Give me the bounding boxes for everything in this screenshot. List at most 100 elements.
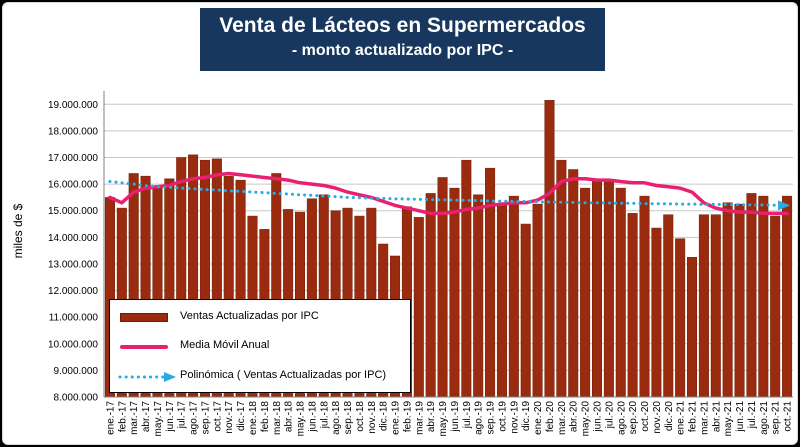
chart-subtitle: - monto actualizado por IPC - (291, 42, 514, 59)
x-tick-label: ene.-17 (105, 401, 116, 435)
y-tick-label: 19.000.000 (48, 100, 98, 111)
y-tick-label: 17.000.000 (48, 153, 98, 164)
x-tick-label: may.-19 (438, 401, 449, 437)
x-tick-label: feb.-17 (117, 401, 128, 433)
legend: Ventas Actualizadas por IPC Media Móvil … (109, 299, 411, 393)
x-tick-label: may.-21 (723, 401, 734, 437)
legend-label-trend: Polinómica ( Ventas Actualizadas por IPC… (180, 369, 387, 381)
bar (449, 187, 460, 398)
x-tick-label: feb.-21 (688, 401, 699, 433)
x-tick-label: ago.-20 (616, 401, 627, 435)
x-tick-label: sep.-18 (343, 401, 354, 435)
legend-label-moving-average: Media Móvil Anual (180, 339, 270, 351)
x-tick-label: jul.-17 (177, 401, 188, 430)
bar (425, 193, 436, 398)
x-tick-label: nov.-17 (224, 401, 235, 434)
bar (591, 179, 602, 398)
y-tick-label: 16.000.000 (48, 180, 98, 191)
x-tick-label: oct.-18 (355, 401, 366, 432)
title-banner: Venta de Lácteos en Supermercados - mont… (200, 8, 605, 71)
x-tick-label: feb.-19 (402, 401, 413, 433)
x-tick-label: jul.-21 (747, 401, 758, 430)
bar (782, 195, 793, 398)
x-tick-label: ene.-21 (676, 401, 687, 435)
bar (687, 257, 698, 398)
y-tick-label: 9.000.000 (54, 366, 99, 377)
bar (485, 167, 496, 398)
trend-arrowhead (778, 200, 791, 211)
x-tick-label: dic.-19 (521, 401, 532, 431)
x-tick-label: jun.-20 (593, 401, 604, 433)
bar (556, 159, 567, 398)
x-tick-label: jun.-18 (307, 401, 318, 433)
x-tick-label: ago.-18 (331, 401, 342, 435)
x-tick-label: mar.-17 (129, 401, 140, 435)
legend-item-trend: Polinómica ( Ventas Actualizadas por IPC… (110, 366, 410, 386)
x-tick-label: abr.-17 (141, 401, 152, 433)
x-tick-label: nov.-19 (509, 401, 520, 434)
legend-trend-swatch (118, 372, 176, 382)
x-tick-label: abr.-20 (569, 401, 580, 433)
bar (532, 203, 543, 398)
x-tick-label: abr.-21 (711, 401, 722, 433)
moving-average-series (108, 171, 789, 216)
y-tick-label: 18.000.000 (48, 126, 98, 137)
chart-title: Venta de Lácteos en Supermercados (219, 14, 586, 37)
bar (746, 193, 757, 398)
x-tick-label: ene.-18 (248, 401, 259, 435)
axes (103, 91, 793, 398)
x-tick-label: jul.-18 (319, 401, 330, 430)
x-tick-label: oct.-21 (783, 401, 794, 432)
legend-item-moving-average: Media Móvil Anual (110, 336, 410, 356)
x-tick-label: may.-18 (296, 401, 307, 437)
bar (544, 100, 555, 398)
x-tick-label: dic.-18 (379, 401, 390, 431)
bar (615, 187, 626, 398)
bar (496, 203, 507, 398)
x-tick-labels: ene.-17 feb.-17 mar.-17 abr.-17 may.-17 jun.-… (105, 401, 793, 437)
bar (722, 202, 733, 398)
bar (508, 195, 519, 398)
x-tick-label: oct.-17 (212, 401, 223, 432)
trend-series (108, 180, 791, 211)
x-tick-label: mar.-21 (699, 401, 710, 435)
legend-item-bars: Ventas Actualizadas por IPC (110, 307, 410, 327)
y-tick-label: 11.000.000 (49, 313, 99, 324)
bar (603, 179, 614, 398)
moving-average-line (108, 171, 789, 216)
bar (663, 214, 674, 398)
x-tick-label: oct.-20 (640, 401, 651, 432)
bar (639, 195, 650, 398)
x-tick-label: feb.-20 (545, 401, 556, 433)
bar (770, 215, 781, 398)
x-tick-label: mar.-18 (272, 401, 283, 435)
x-tick-label: feb.-18 (260, 401, 271, 433)
bar (473, 194, 484, 398)
y-tick-label: 15.000.000 (48, 206, 98, 217)
x-tick-label: jun.-21 (735, 401, 746, 433)
bar (627, 213, 638, 398)
bar (698, 214, 709, 398)
bar (710, 214, 721, 398)
x-tick-label: jun.-19 (450, 401, 461, 433)
x-tick-label: jun.-17 (165, 401, 176, 433)
y-tick-label: 14.000.000 (48, 233, 98, 244)
x-tick-label: mar.-20 (557, 401, 568, 435)
x-tick-label: may.-17 (153, 401, 164, 437)
legend-bar-swatch (120, 313, 168, 322)
x-tick-label: dic.-20 (664, 401, 675, 431)
bar (675, 238, 686, 398)
bar (734, 203, 745, 398)
x-tick-label: nov.-18 (367, 401, 378, 434)
x-tick-label: ene.-19 (391, 401, 402, 435)
y-tick-label: 8.000.000 (54, 393, 99, 404)
bar (520, 223, 531, 398)
y-tick-label: 10.000.000 (48, 339, 98, 350)
x-tick-label: ago.-19 (474, 401, 485, 435)
x-tick-label: oct.-19 (498, 401, 509, 432)
x-tick-label: ene.-20 (533, 401, 544, 435)
bar (461, 159, 472, 398)
legend-label-bars: Ventas Actualizadas por IPC (180, 310, 319, 322)
x-tick-label: abr.-18 (284, 401, 295, 433)
